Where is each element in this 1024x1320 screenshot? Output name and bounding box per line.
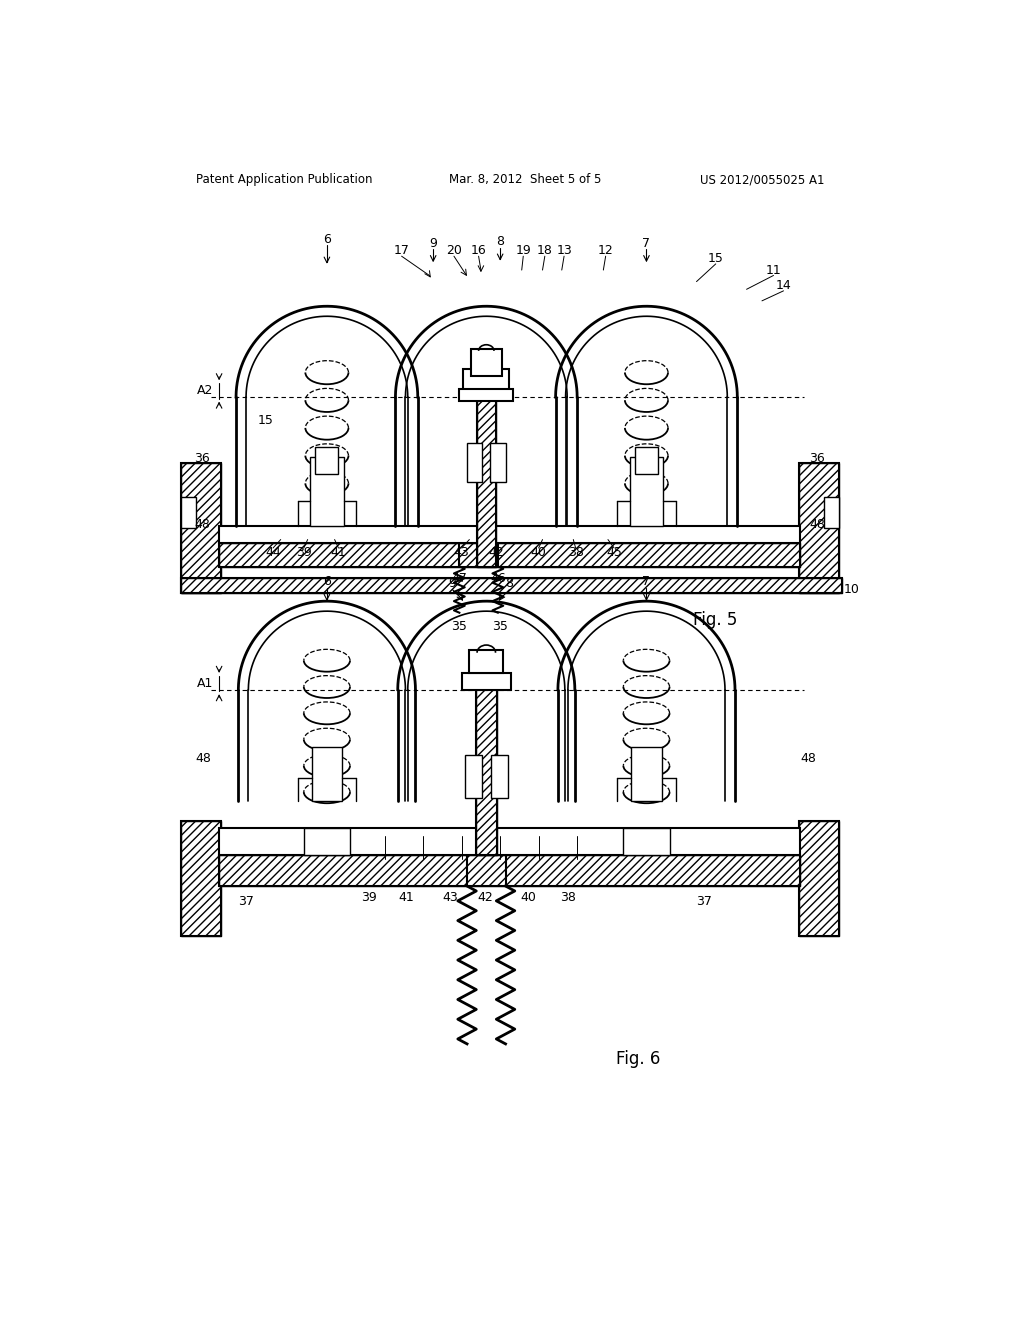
Bar bbox=[180, 462, 220, 594]
Text: 6: 6 bbox=[323, 576, 331, 589]
Text: 35: 35 bbox=[493, 620, 508, 634]
Text: 9: 9 bbox=[429, 236, 437, 249]
Bar bbox=[219, 829, 801, 855]
Text: 10: 10 bbox=[844, 583, 859, 597]
Text: Fig. 5: Fig. 5 bbox=[692, 611, 737, 630]
Text: 37: 37 bbox=[696, 895, 712, 908]
Bar bbox=[490, 755, 508, 797]
Text: 6: 6 bbox=[323, 232, 331, 246]
Text: 8: 8 bbox=[506, 577, 513, 590]
Bar bbox=[180, 578, 842, 594]
Text: A1: A1 bbox=[198, 677, 214, 690]
Text: 39: 39 bbox=[296, 546, 311, 560]
Bar bbox=[624, 829, 670, 855]
Bar bbox=[799, 462, 839, 594]
Bar bbox=[475, 671, 497, 855]
Text: 38: 38 bbox=[560, 891, 575, 904]
Bar bbox=[631, 747, 662, 801]
Bar bbox=[462, 673, 511, 689]
Text: 19: 19 bbox=[515, 244, 531, 257]
Bar bbox=[219, 527, 801, 544]
Text: 48: 48 bbox=[800, 752, 816, 766]
Text: 16: 16 bbox=[471, 244, 486, 257]
Text: 42: 42 bbox=[477, 891, 493, 904]
Bar bbox=[490, 444, 506, 482]
Bar bbox=[630, 457, 664, 527]
Text: 43: 43 bbox=[442, 891, 458, 904]
Bar bbox=[799, 821, 839, 936]
Text: 15: 15 bbox=[708, 252, 724, 265]
Bar bbox=[477, 374, 496, 566]
Bar bbox=[310, 457, 344, 527]
Bar bbox=[471, 348, 502, 376]
Bar bbox=[180, 498, 196, 528]
Bar bbox=[460, 389, 513, 401]
Text: 41: 41 bbox=[398, 891, 414, 904]
Bar bbox=[180, 578, 842, 594]
Text: 40: 40 bbox=[521, 891, 537, 904]
Bar bbox=[219, 544, 801, 566]
Bar bbox=[799, 462, 839, 594]
Bar bbox=[635, 447, 658, 474]
Text: 20: 20 bbox=[446, 244, 462, 257]
Text: 37: 37 bbox=[239, 895, 254, 908]
Text: 9: 9 bbox=[449, 577, 457, 590]
Bar bbox=[180, 821, 220, 936]
Text: 18: 18 bbox=[537, 244, 553, 257]
Text: 14: 14 bbox=[775, 279, 792, 292]
Text: 13: 13 bbox=[556, 244, 572, 257]
Text: 48: 48 bbox=[195, 517, 210, 531]
Text: Patent Application Publication: Patent Application Publication bbox=[197, 173, 373, 186]
Text: 8: 8 bbox=[497, 235, 504, 248]
Text: 35: 35 bbox=[452, 620, 467, 634]
Text: A2: A2 bbox=[198, 384, 214, 397]
Bar bbox=[467, 444, 482, 482]
Text: 36: 36 bbox=[810, 453, 825, 465]
Bar bbox=[219, 855, 801, 886]
Text: 39: 39 bbox=[361, 891, 377, 904]
Text: US 2012/0055025 A1: US 2012/0055025 A1 bbox=[699, 173, 824, 186]
Text: 7: 7 bbox=[642, 576, 650, 589]
Text: 44: 44 bbox=[265, 546, 281, 560]
Text: 36: 36 bbox=[195, 453, 210, 465]
Text: 45: 45 bbox=[606, 546, 622, 560]
Text: 41: 41 bbox=[331, 546, 346, 560]
Text: 42: 42 bbox=[488, 546, 504, 560]
Bar bbox=[311, 747, 342, 801]
Bar bbox=[315, 447, 339, 474]
Bar bbox=[799, 821, 839, 936]
Text: 38: 38 bbox=[567, 546, 584, 560]
Text: 48: 48 bbox=[196, 752, 212, 766]
Bar bbox=[475, 671, 497, 855]
Text: 7: 7 bbox=[642, 236, 650, 249]
Bar bbox=[463, 370, 509, 391]
Text: 43: 43 bbox=[454, 546, 470, 560]
Text: 40: 40 bbox=[530, 546, 547, 560]
Text: 12: 12 bbox=[598, 244, 613, 257]
Text: 47: 47 bbox=[452, 572, 467, 585]
Bar bbox=[469, 649, 503, 673]
Bar bbox=[180, 462, 220, 594]
Bar bbox=[823, 498, 839, 528]
Bar bbox=[180, 821, 220, 936]
Text: 11: 11 bbox=[766, 264, 781, 277]
Bar bbox=[219, 855, 801, 886]
Text: 46: 46 bbox=[489, 572, 506, 585]
Bar bbox=[219, 544, 801, 566]
Bar bbox=[477, 374, 496, 566]
Text: 15: 15 bbox=[257, 413, 273, 426]
Text: 48: 48 bbox=[809, 517, 825, 531]
Bar bbox=[465, 755, 481, 797]
Text: 17: 17 bbox=[393, 244, 410, 257]
Text: Mar. 8, 2012  Sheet 5 of 5: Mar. 8, 2012 Sheet 5 of 5 bbox=[449, 173, 601, 186]
Text: Fig. 6: Fig. 6 bbox=[615, 1051, 660, 1068]
Bar bbox=[304, 829, 350, 855]
